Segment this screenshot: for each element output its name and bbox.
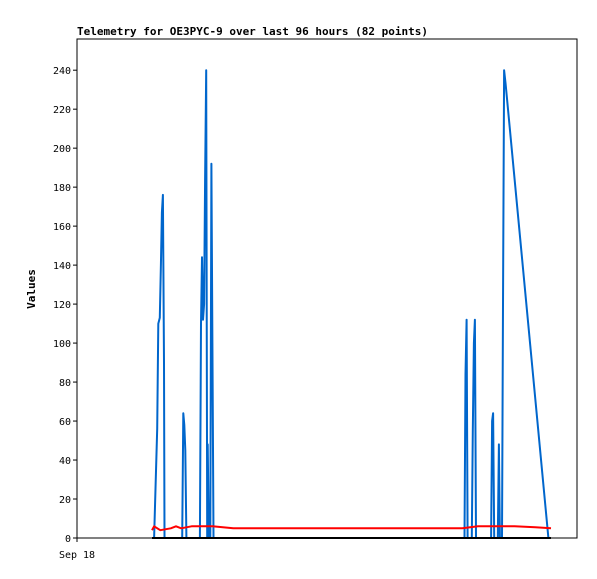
y-tick-label: 80 [59,378,71,389]
y-tick-label: 180 [53,183,71,194]
chart-title: Telemetry for OE3PYC-9 over last 96 hour… [77,25,428,38]
y-tick-label: 120 [53,300,71,311]
y-axis-label: Values [25,269,38,309]
y-tick-label: 20 [59,495,71,506]
y-tick-label: 200 [53,144,71,155]
y-axis: 0 20 40 60 80 100 120 140 160 180 200 220 240 [53,66,77,545]
y-tick-label: 0 [65,534,71,545]
x-tick-label: Sep 18 [59,550,95,561]
series-layer [151,69,552,539]
x-axis: Sep 18 [59,538,95,561]
y-tick-label: 140 [53,261,71,272]
y-tick-label: 160 [53,222,71,233]
y-tick-label: 240 [53,66,71,77]
y-tick-label: 60 [59,417,71,428]
y-tick-label: 40 [59,456,71,467]
series-line-1 [151,525,552,532]
y-tick-label: 100 [53,339,71,350]
y-tick-label: 220 [53,105,71,116]
